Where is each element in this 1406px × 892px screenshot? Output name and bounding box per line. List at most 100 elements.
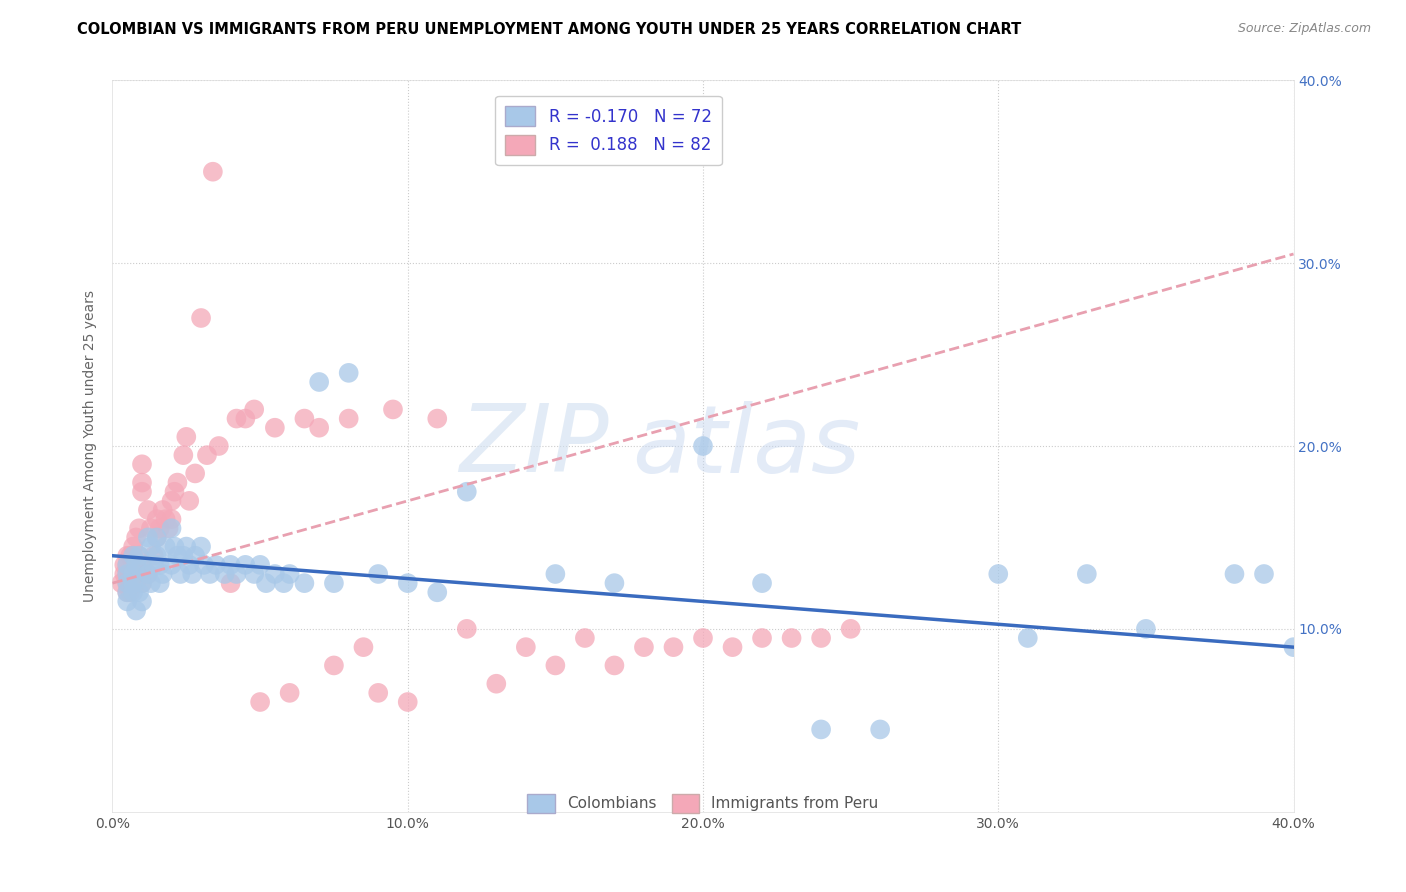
Point	[308, 421, 330, 435]
Point	[136, 503, 159, 517]
Point	[208, 439, 231, 453]
Point	[122, 540, 145, 554]
Point	[190, 540, 212, 554]
Point	[1282, 640, 1305, 655]
Point	[172, 448, 194, 462]
Point	[243, 567, 266, 582]
Point	[112, 567, 135, 582]
Point	[544, 658, 567, 673]
Point	[205, 558, 228, 572]
Point	[122, 567, 145, 582]
Point	[136, 567, 159, 582]
Point	[128, 585, 150, 599]
Point	[131, 457, 153, 471]
Point	[987, 567, 1010, 582]
Point	[426, 585, 449, 599]
Point	[136, 567, 159, 582]
Point	[249, 558, 271, 572]
Point	[163, 484, 186, 499]
Point	[692, 439, 714, 453]
Point	[323, 658, 346, 673]
Point	[160, 512, 183, 526]
Point	[131, 558, 153, 572]
Point	[367, 686, 389, 700]
Point	[152, 567, 174, 582]
Point	[249, 695, 271, 709]
Point	[264, 567, 287, 582]
Point	[278, 686, 301, 700]
Point	[396, 576, 419, 591]
Point	[193, 558, 215, 572]
Point	[120, 576, 142, 591]
Point	[122, 558, 145, 572]
Point	[149, 558, 172, 572]
Point	[179, 558, 201, 572]
Point	[172, 549, 194, 563]
Point	[155, 540, 177, 554]
Point	[1135, 622, 1157, 636]
Point	[179, 494, 201, 508]
Point	[352, 640, 374, 655]
Point	[125, 558, 148, 572]
Point	[273, 576, 295, 591]
Point	[574, 631, 596, 645]
Point	[131, 576, 153, 591]
Point	[166, 549, 188, 563]
Point	[146, 530, 169, 544]
Point	[184, 549, 207, 563]
Point	[396, 695, 419, 709]
Point	[117, 576, 138, 591]
Point	[337, 411, 360, 425]
Point	[163, 540, 186, 554]
Point	[131, 567, 153, 582]
Point	[190, 310, 212, 325]
Point	[117, 576, 138, 591]
Point	[292, 411, 315, 425]
Point	[751, 576, 773, 591]
Point	[128, 521, 150, 535]
Point	[125, 567, 148, 582]
Point	[721, 640, 744, 655]
Point	[751, 631, 773, 645]
Point	[125, 558, 148, 572]
Point	[146, 549, 169, 563]
Point	[149, 576, 172, 591]
Point	[780, 631, 803, 645]
Point	[122, 585, 145, 599]
Point	[382, 402, 405, 417]
Text: COLOMBIAN VS IMMIGRANTS FROM PERU UNEMPLOYMENT AMONG YOUTH UNDER 25 YEARS CORREL: COLOMBIAN VS IMMIGRANTS FROM PERU UNEMPL…	[77, 22, 1022, 37]
Point	[128, 549, 150, 563]
Point	[120, 585, 142, 599]
Point	[117, 549, 138, 563]
Point	[692, 631, 714, 645]
Point	[1076, 567, 1098, 582]
Point	[131, 484, 153, 499]
Point	[142, 558, 165, 572]
Point	[219, 558, 242, 572]
Point	[1223, 567, 1246, 582]
Point	[1253, 567, 1275, 582]
Point	[131, 475, 153, 490]
Point	[323, 576, 346, 591]
Point	[1017, 631, 1039, 645]
Point	[122, 576, 145, 591]
Point	[456, 484, 478, 499]
Point	[122, 576, 145, 591]
Point	[603, 576, 626, 591]
Point	[219, 576, 242, 591]
Point	[128, 549, 150, 563]
Point	[367, 567, 389, 582]
Text: ZIP: ZIP	[458, 401, 609, 491]
Point	[149, 521, 172, 535]
Point	[131, 594, 153, 608]
Point	[214, 567, 236, 582]
Point	[117, 594, 138, 608]
Point	[117, 567, 138, 582]
Point	[117, 567, 138, 582]
Point	[131, 558, 153, 572]
Point	[810, 723, 832, 737]
Point	[839, 622, 862, 636]
Y-axis label: Unemployment Among Youth under 25 years: Unemployment Among Youth under 25 years	[83, 290, 97, 602]
Point	[515, 640, 537, 655]
Point	[139, 540, 162, 554]
